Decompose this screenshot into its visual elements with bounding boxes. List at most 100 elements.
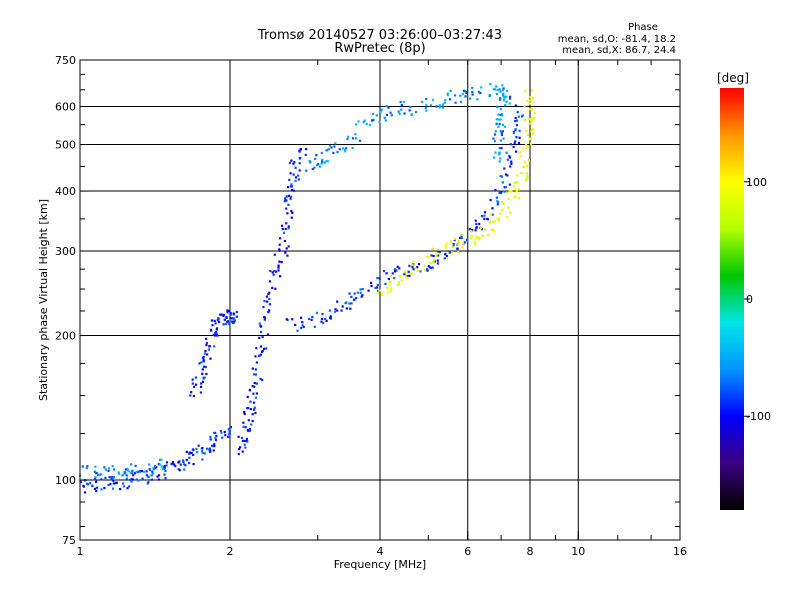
- data-point: [420, 100, 424, 103]
- data-point: [499, 90, 502, 93]
- data-point: [80, 480, 83, 483]
- data-point: [515, 150, 518, 153]
- data-point: [125, 474, 128, 477]
- data-point: [198, 362, 201, 365]
- data-point: [512, 131, 516, 134]
- data-point: [213, 319, 216, 322]
- data-point: [194, 383, 198, 386]
- data-point: [243, 443, 246, 446]
- x-tick-label: 16: [673, 545, 687, 558]
- data-point: [112, 482, 115, 485]
- data-point: [501, 89, 504, 92]
- data-point: [375, 114, 378, 117]
- data-point: [505, 89, 509, 93]
- data-point: [285, 247, 288, 250]
- data-point: [477, 236, 480, 239]
- data-point: [159, 458, 162, 461]
- data-point: [345, 147, 348, 150]
- data-point: [496, 88, 499, 92]
- data-point: [474, 237, 477, 240]
- data-point: [100, 488, 103, 491]
- data-point: [355, 123, 358, 126]
- data-point: [505, 151, 508, 154]
- data-point: [212, 449, 215, 452]
- data-point: [320, 317, 324, 320]
- data-point: [406, 276, 409, 279]
- data-point: [219, 313, 222, 316]
- data-point: [220, 431, 223, 434]
- data-point: [290, 183, 293, 186]
- data-point: [403, 273, 406, 276]
- data-point: [301, 324, 304, 327]
- data-point: [414, 267, 417, 270]
- data-point: [250, 423, 253, 426]
- data-point: [285, 318, 288, 321]
- data-point: [435, 255, 438, 258]
- data-point: [275, 270, 278, 273]
- data-point: [502, 99, 506, 102]
- data-point: [357, 120, 360, 123]
- data-point: [442, 103, 445, 106]
- data-point: [348, 292, 351, 295]
- data-point: [207, 348, 210, 351]
- data-point: [461, 92, 464, 95]
- data-point: [163, 467, 166, 470]
- data-point: [396, 265, 399, 268]
- data-point: [253, 373, 256, 376]
- data-point: [463, 241, 466, 244]
- data-point: [103, 486, 106, 490]
- data-point: [194, 376, 197, 379]
- data-point: [188, 456, 191, 459]
- data-point: [380, 293, 383, 296]
- data-point: [396, 283, 399, 286]
- data-point: [476, 98, 479, 101]
- data-point: [501, 123, 505, 126]
- data-point: [196, 451, 199, 454]
- data-point: [461, 241, 464, 245]
- data-point: [278, 248, 281, 251]
- data-point: [454, 101, 457, 104]
- data-point: [148, 468, 152, 472]
- data-point: [486, 217, 489, 220]
- y-tick-label: 600: [55, 101, 76, 114]
- data-point: [182, 460, 185, 463]
- data-point: [265, 347, 268, 350]
- data-point: [137, 479, 140, 482]
- data-point: [410, 272, 413, 275]
- chart-title: Tromsø 20140527 03:26:00–03:27:43: [257, 28, 502, 43]
- data-point: [423, 264, 426, 267]
- data-point: [251, 413, 254, 416]
- data-point: [492, 230, 495, 233]
- data-point: [531, 118, 534, 121]
- data-point: [227, 435, 230, 438]
- data-point: [228, 309, 231, 313]
- data-point: [505, 191, 508, 195]
- data-point: [100, 473, 103, 476]
- data-point: [512, 145, 515, 149]
- data-point: [505, 100, 508, 103]
- data-point: [449, 89, 452, 93]
- data-point: [329, 315, 332, 318]
- data-point: [118, 472, 121, 475]
- data-point: [463, 90, 467, 93]
- data-point: [465, 91, 468, 94]
- data-point: [438, 104, 441, 107]
- data-point: [480, 215, 484, 218]
- data-point: [496, 203, 499, 206]
- data-point: [322, 322, 325, 325]
- data-point: [478, 238, 481, 241]
- data-point: [355, 297, 358, 300]
- data-point: [104, 476, 107, 479]
- data-point: [173, 463, 176, 466]
- data-point: [299, 157, 302, 160]
- data-point: [532, 132, 535, 135]
- data-point: [203, 452, 206, 455]
- data-point: [282, 231, 286, 234]
- data-point: [426, 268, 429, 271]
- data-point: [424, 106, 427, 109]
- data-point: [350, 295, 353, 298]
- data-point: [273, 269, 276, 273]
- data-point: [474, 229, 477, 232]
- data-point: [388, 282, 391, 285]
- data-point: [229, 426, 232, 429]
